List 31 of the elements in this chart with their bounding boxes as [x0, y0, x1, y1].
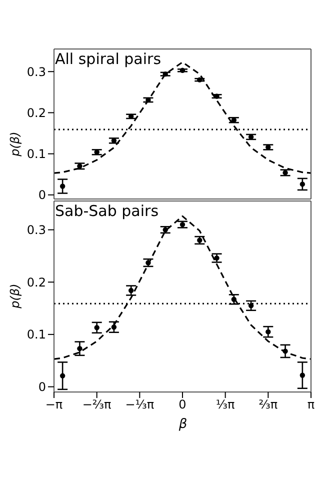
x-tick-label: −⅓π — [125, 398, 154, 412]
y-tick-label: 0.2 — [26, 275, 46, 290]
x-tick-label: −⅔π — [82, 398, 112, 412]
point — [94, 325, 100, 330]
y-tick-label: 0 — [38, 188, 46, 202]
x-tick-label: 0 — [178, 398, 186, 412]
x-tick-label: ⅓π — [216, 398, 235, 412]
point — [248, 303, 254, 308]
point — [300, 372, 306, 378]
y-tick-label: 0.3 — [26, 223, 46, 238]
chart-title: Sab-Sab pairs — [55, 202, 159, 220]
point — [111, 324, 117, 330]
y-tick-label: 0.1 — [26, 147, 46, 162]
chart-title: All spiral pairs — [55, 50, 162, 68]
y-axis-title: p(β) — [8, 130, 23, 158]
x-tick-label: ⅔π — [258, 398, 278, 412]
y-axis-title: p(β) — [8, 282, 23, 310]
point — [60, 373, 66, 378]
point — [77, 346, 82, 352]
point — [231, 296, 237, 302]
x-axis-title: β — [178, 417, 188, 432]
point — [282, 348, 288, 354]
point — [60, 184, 66, 189]
point — [266, 329, 271, 334]
y-tick-label: 0.2 — [26, 106, 46, 120]
x-tick-label: −π — [45, 398, 63, 412]
point — [300, 182, 306, 187]
y-tick-label: 0.1 — [26, 328, 46, 342]
y-tick-label: 0.3 — [26, 64, 46, 79]
y-tick-label: 0 — [38, 380, 46, 394]
x-tick-label: π — [307, 398, 315, 412]
